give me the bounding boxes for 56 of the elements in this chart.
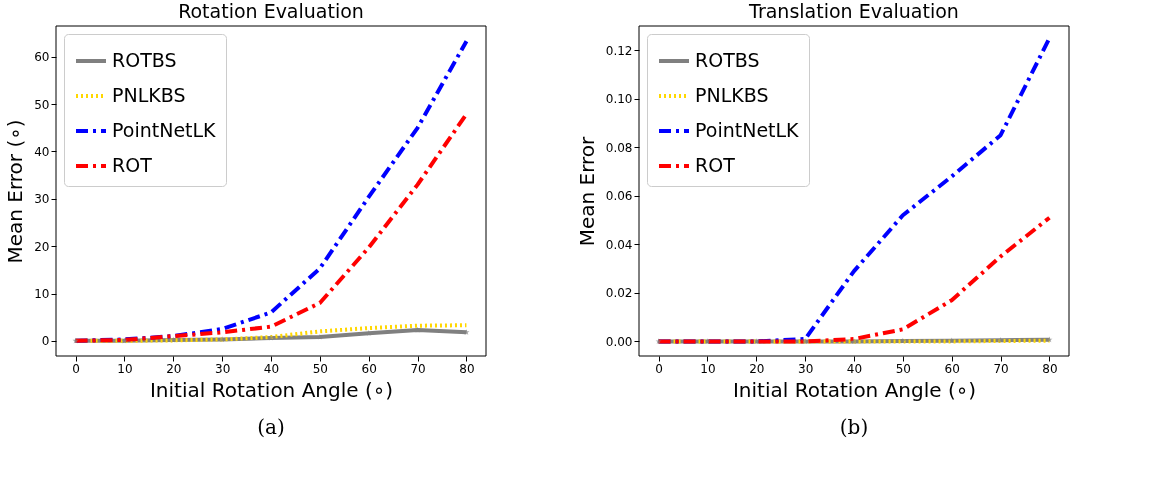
y-tick-label: 0	[41, 334, 50, 349]
x-tick-label: 30	[215, 361, 231, 376]
legend-label: PointNetLK	[695, 119, 800, 141]
x-tick-label: 20	[749, 361, 765, 376]
legend-label: ROTBS	[695, 49, 760, 71]
x-tick-label: 80	[459, 361, 475, 376]
x-tick-label: 10	[117, 361, 133, 376]
legend-label: ROTBS	[112, 49, 177, 71]
point	[414, 326, 421, 333]
y-tick-label: 20	[34, 239, 50, 254]
point	[268, 334, 274, 341]
x-tick-label: 40	[263, 361, 280, 376]
point	[72, 337, 79, 344]
y-tick-label: 0.04	[605, 237, 633, 252]
y-tick-label: 40	[34, 144, 50, 159]
x-tick-label: 0	[72, 361, 80, 376]
x-axis-title: Initial Rotation Angle (∘)	[732, 377, 977, 402]
y-tick-label: 0.06	[605, 189, 633, 204]
y-tick-label: 50	[34, 97, 50, 112]
y-tick-label: 60	[34, 50, 50, 65]
text: (a)	[257, 415, 285, 439]
legend-label: PointNetLK	[112, 119, 217, 141]
x-tick-label: 80	[1042, 361, 1058, 376]
line-series	[73, 112, 469, 343]
y-tick-label: 0.10	[605, 92, 633, 107]
text: (b)	[839, 415, 869, 439]
point	[170, 336, 177, 343]
y-tick-label: 0.08	[605, 140, 633, 155]
x-tick-label: 30	[798, 361, 814, 376]
y-axis-title: Mean Error	[574, 135, 599, 247]
x-tick-label: 70	[410, 361, 426, 376]
y-tick-label: 0.00	[605, 334, 633, 349]
x-tick-label: 20	[166, 361, 182, 376]
y-tick-label: 10	[34, 287, 50, 301]
x-tick-label: 0	[655, 361, 663, 376]
chart-title: Rotation Evaluation	[178, 0, 364, 22]
legend-label: ROT	[695, 154, 736, 176]
y-tick-label: 0.12	[605, 43, 633, 58]
legend-label: PNLKBS	[112, 84, 186, 106]
x-tick-label: 70	[993, 361, 1009, 376]
x-axis-title: Initial Rotation Angle (∘)	[149, 377, 394, 402]
line-series	[656, 215, 1052, 344]
x-tick-label: 60	[944, 361, 960, 376]
legend-label: ROT	[112, 154, 153, 176]
x-tick-label: 10	[700, 361, 716, 376]
point	[121, 337, 128, 344]
y-tick-label: 0.02	[605, 286, 633, 301]
point	[463, 329, 470, 335]
y-tick-label: 30	[34, 192, 50, 207]
x-tick-label: 50	[895, 361, 911, 376]
legend-label: PNLKBS	[695, 84, 769, 106]
x-tick-label: 60	[361, 361, 377, 376]
chart-title: Translation Evaluation	[748, 0, 959, 22]
y-axis-title: Mean Error (∘)	[3, 119, 28, 264]
x-tick-label: 40	[846, 361, 863, 376]
x-tick-label: 50	[312, 361, 328, 376]
